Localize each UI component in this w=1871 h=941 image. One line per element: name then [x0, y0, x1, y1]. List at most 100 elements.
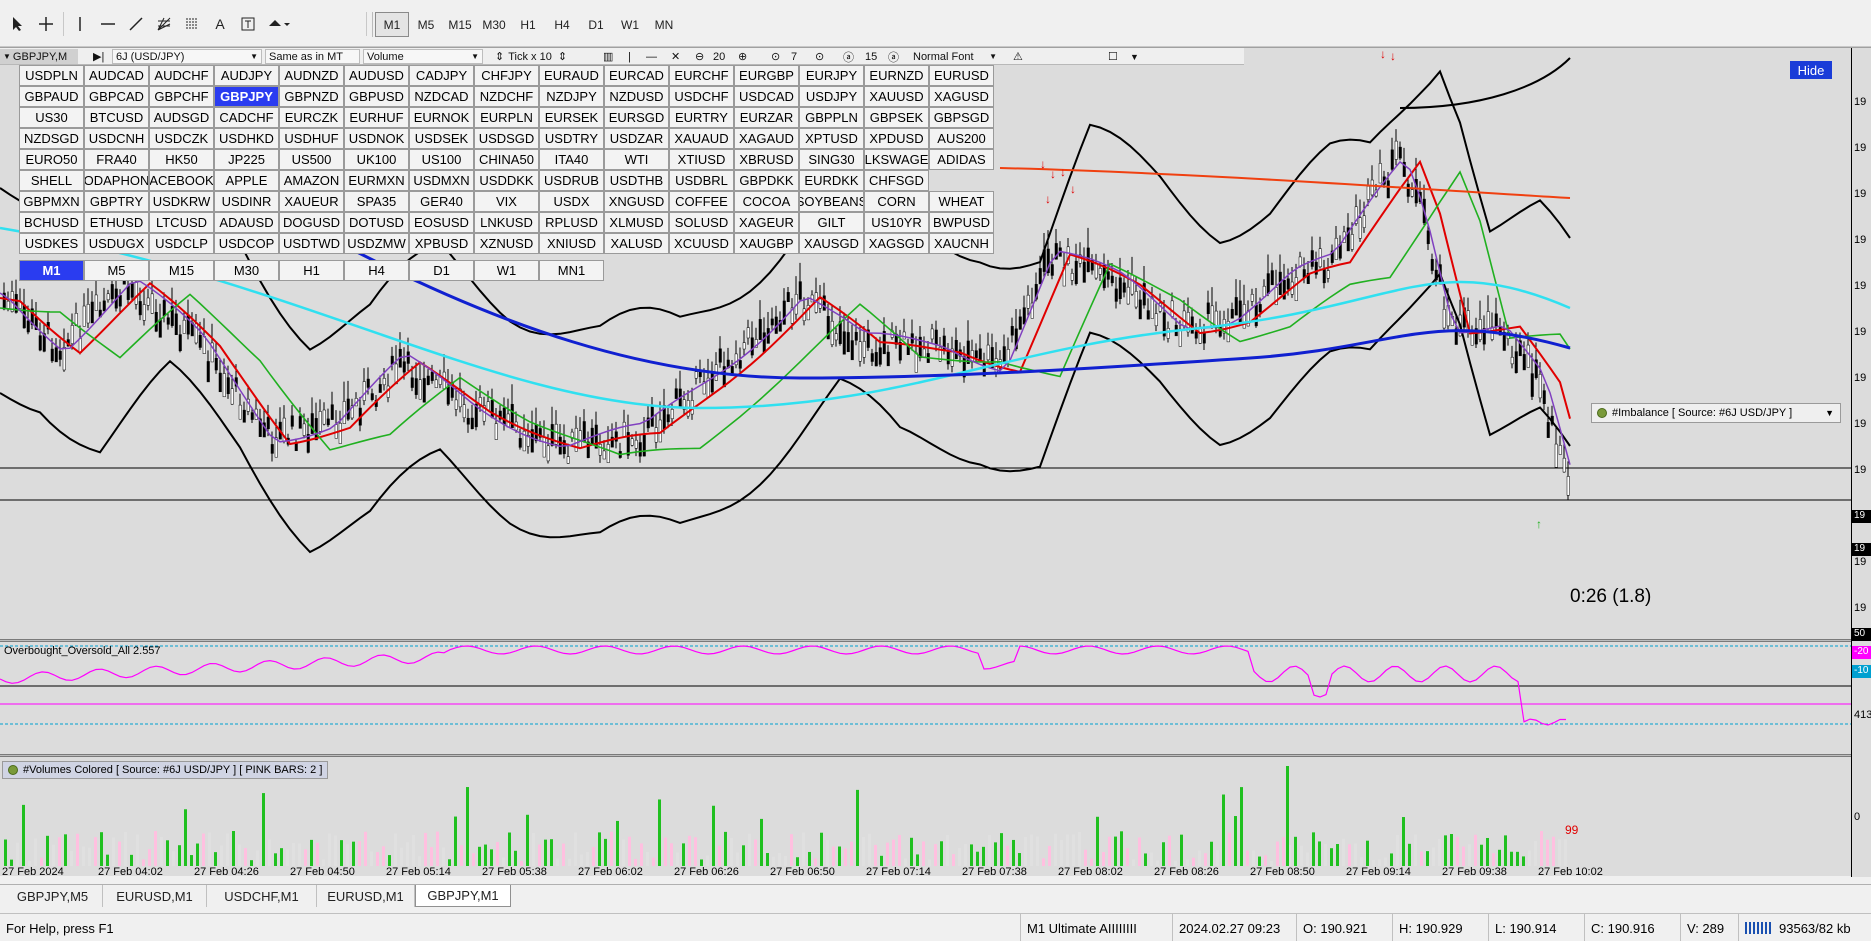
symbol-button[interactable]: JP225 [214, 149, 279, 170]
symbol-button[interactable]: HK50 [149, 149, 214, 170]
timeframe-w1[interactable]: W1 [621, 17, 639, 32]
symbol-button[interactable]: US500 [279, 149, 344, 170]
symbol-button[interactable]: EOSUSD [409, 212, 474, 233]
symbol-button[interactable]: BCHUSD [19, 212, 84, 233]
symbol-button[interactable]: NZDJPY [539, 86, 604, 107]
symbol-button[interactable]: GBPPLN [799, 107, 864, 128]
symbol-button[interactable]: USDDKK [474, 170, 539, 191]
tab-usdchf-m1[interactable]: USDCHF,M1 [207, 885, 317, 907]
symbol-button[interactable]: EURCAD [604, 65, 669, 86]
symbol-button[interactable]: USDSGD [474, 128, 539, 149]
symbol-button[interactable]: USDTRY [539, 128, 604, 149]
symbol-button[interactable]: SPA35 [344, 191, 409, 212]
time-axis[interactable]: 27 Feb 2024 27 Feb 04:02 27 Feb 04:26 27 Fe… [0, 866, 1851, 879]
symbol-button[interactable]: GBPCAD [84, 86, 149, 107]
symbol-button[interactable]: CADJPY [409, 65, 474, 86]
symbol-button[interactable]: EURDKK [799, 170, 864, 191]
symbol-button[interactable]: XAGEUR [734, 212, 799, 233]
symbol-button[interactable]: EURJPY [799, 65, 864, 86]
symbol-button[interactable]: EURNOK [409, 107, 474, 128]
symbol-button[interactable]: XPDUSD [864, 128, 929, 149]
connection-status[interactable]: 93563/82 kb [1738, 914, 1871, 941]
symbol-button[interactable]: USDPLN [19, 65, 84, 86]
symbol-button[interactable]: USDCHF [669, 86, 734, 107]
symbol-button[interactable]: CHFJPY [474, 65, 539, 86]
symbol-button[interactable]: DOTUSD [344, 212, 409, 233]
cursor-icon[interactable] [6, 12, 30, 36]
symbol-button[interactable]: USDCNH [84, 128, 149, 149]
symbol-button[interactable]: AUDCAD [84, 65, 149, 86]
symbol-button[interactable]: RPLUSD [539, 212, 604, 233]
symbol-button[interactable]: EURHUF [344, 107, 409, 128]
symbol-button[interactable]: EURNZD [864, 65, 929, 86]
panel-tf-m30[interactable]: M30 [214, 260, 279, 281]
symbol-button[interactable]: GBPDKK [734, 170, 799, 191]
trendline-icon[interactable] [124, 12, 148, 36]
symbol-button[interactable]: NZDCHF [474, 86, 539, 107]
increase-icon[interactable]: ⊕ [738, 51, 748, 63]
symbol-button[interactable]: WHEAT [929, 191, 994, 212]
symbol-button[interactable]: GBPUSD [344, 86, 409, 107]
symbol-button[interactable]: US30 [19, 107, 84, 128]
symbol-button[interactable]: GBPSEK [864, 107, 929, 128]
symbol-button[interactable]: USDSEK [409, 128, 474, 149]
timeframe-m15[interactable]: M15 [448, 17, 472, 32]
symbol-button[interactable]: SING30 [799, 149, 864, 170]
tick-multiplier[interactable]: ⇕ Tick x 10 ⇕ [495, 50, 568, 64]
symbol-button[interactable]: XAUAUD [669, 128, 734, 149]
symbol-button[interactable]: USDTWD [279, 233, 344, 254]
symbol-button[interactable]: EURCZK [279, 107, 344, 128]
symbol-button[interactable]: APPLE [214, 170, 279, 191]
window-icon[interactable]: ☐ [1108, 51, 1118, 63]
symbol-button[interactable]: GER40 [409, 191, 474, 212]
text-icon[interactable]: A [215, 16, 225, 32]
panel-separator[interactable] [0, 754, 1851, 757]
symbol-button[interactable]: SOLUSD [669, 212, 734, 233]
symbol-button[interactable]: WTI [604, 149, 669, 170]
symbol-button[interactable]: XAUUSD [864, 86, 929, 107]
symbol-button[interactable]: GBPMXN [19, 191, 84, 212]
symbol-button[interactable]: AUDJPY [214, 65, 279, 86]
symbol-button[interactable]: SOYBEANS [799, 191, 864, 212]
warning-icon[interactable]: ⚠ [1013, 51, 1023, 63]
symbol-button[interactable]: USDMXN [409, 170, 474, 191]
symbol-button[interactable]: COFFEE [669, 191, 734, 212]
timeframe-h4[interactable]: H4 [554, 17, 570, 32]
symbol-button[interactable]: GBPAUD [19, 86, 84, 107]
symbol-button[interactable]: NZDUSD [604, 86, 669, 107]
symbol-button[interactable]: XAUGBP [734, 233, 799, 254]
symbol-button[interactable]: USDINR [214, 191, 279, 212]
symbol-button[interactable]: XALUSD [604, 233, 669, 254]
symbol-button[interactable]: AMAZON [279, 170, 344, 191]
symbol-button[interactable]: XAUCNH [929, 233, 994, 254]
symbol-button[interactable]: UK100 [344, 149, 409, 170]
symbol-button[interactable]: BWPUSD [929, 212, 994, 233]
symbol-button[interactable]: XAUEUR [279, 191, 344, 212]
chevron-down-icon[interactable]: ▼ [1825, 408, 1834, 418]
tab-eurusd-m1[interactable]: EURUSD,M1 [103, 885, 207, 907]
symbol-button[interactable]: USDCAD [734, 86, 799, 107]
symbol-button[interactable]: GBPSGD [929, 107, 994, 128]
symbol-button[interactable]: USDZAR [604, 128, 669, 149]
symbol-button[interactable]: FRA40 [84, 149, 149, 170]
symbol-button[interactable]: USDHKD [214, 128, 279, 149]
horizontal-line-icon[interactable] [96, 12, 120, 36]
symbol-button[interactable]: LKSWAGE [864, 149, 929, 170]
timeframe-m30[interactable]: M30 [482, 17, 506, 32]
symbol-button[interactable]: EURUSD [929, 65, 994, 86]
symbol-button[interactable]: LTCUSD [149, 212, 214, 233]
symbol-button[interactable]: CHFSGD [864, 170, 929, 191]
symbol-button[interactable]: DOGUSD [279, 212, 344, 233]
font-size-icon[interactable]: ⓐ [843, 51, 854, 64]
symbol-button[interactable]: XZNUSD [474, 233, 539, 254]
symbol-button[interactable]: EURSGD [604, 107, 669, 128]
symbol-button[interactable]: USDNOK [344, 128, 409, 149]
symbol-button[interactable]: EURCHF [669, 65, 734, 86]
crosshair-icon[interactable] [34, 12, 58, 36]
volumes-indicator-label[interactable]: #Volumes Colored [ Source: #6J USD/JPY ]… [2, 761, 329, 779]
symbol-button[interactable]: XPBUSD [409, 233, 474, 254]
tab-gbpjpy-m1[interactable]: GBPJPY,M1 [415, 885, 511, 907]
symbol-button[interactable]: CORN [864, 191, 929, 212]
symbol-button[interactable]: EURGBP [734, 65, 799, 86]
symbol-button[interactable]: XTIUSD [669, 149, 734, 170]
